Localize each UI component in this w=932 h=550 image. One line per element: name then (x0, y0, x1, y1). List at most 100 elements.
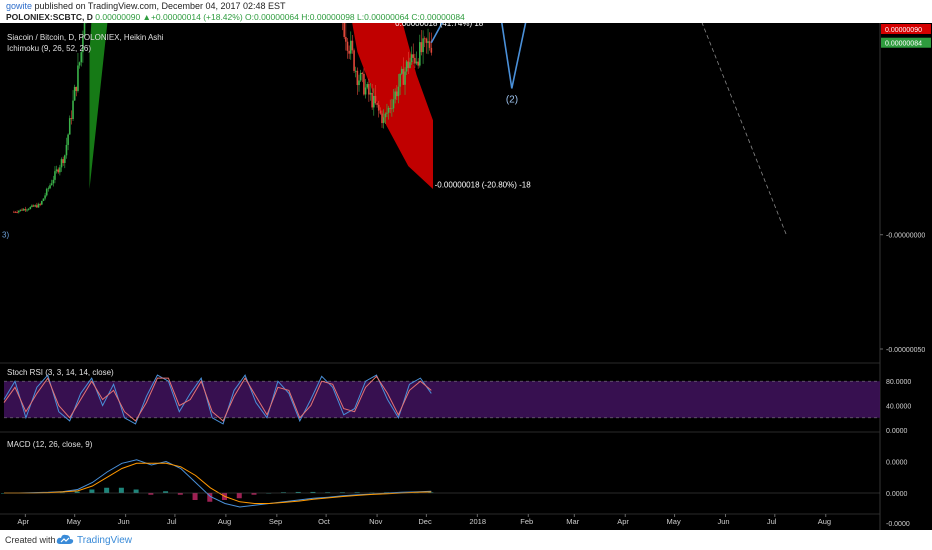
candle-body (14, 211, 17, 213)
fib-left-label: 3) (2, 231, 9, 240)
candle-body (417, 61, 419, 66)
stoch-rsi-title: Stoch RSI (3, 3, 14, 14, close) (7, 368, 114, 377)
price-tag-label: 0.00000090 (885, 27, 922, 34)
candle-body (52, 179, 55, 184)
stoch-rsi-tick-label: 40.0000 (886, 404, 911, 411)
candle-body (386, 112, 388, 114)
candle-body (397, 86, 400, 97)
time-tick-label: Nov (369, 517, 383, 526)
macd-histogram-bar (133, 489, 139, 493)
candle-body (412, 54, 415, 58)
candle-body (50, 183, 53, 186)
candle-body (47, 188, 50, 190)
candle-body (73, 86, 76, 101)
time-tick-label: Apr (617, 517, 629, 526)
macd-signal-line (4, 462, 432, 504)
macd-histogram-bar (89, 489, 95, 493)
candle-body (363, 73, 365, 95)
candle-body (29, 206, 32, 210)
stoch-rsi-tick-label: 80.0000 (886, 379, 911, 386)
time-tick-label: Jun (118, 517, 130, 526)
candle-body (376, 103, 378, 105)
macd-histogram-bar (428, 492, 434, 493)
candle-body (44, 195, 46, 199)
macd-histogram-bar (74, 491, 80, 493)
candle-body (423, 38, 426, 40)
candle-body (42, 198, 45, 201)
macd-histogram-bar (339, 492, 345, 493)
candle-body (366, 84, 369, 88)
candle-body (415, 61, 418, 64)
time-tick-label: Jul (167, 517, 177, 526)
candle-body (394, 91, 396, 100)
time-tick-label: 2018 (469, 517, 486, 526)
candle-body (349, 40, 352, 54)
tradingview-brand[interactable]: TradingView (77, 535, 133, 546)
candle-body (361, 72, 364, 74)
candle-body (67, 134, 69, 145)
candle-body (346, 41, 349, 51)
price-tick-label: -0.00000050 (886, 347, 925, 354)
author-link[interactable]: gowite (6, 1, 33, 11)
candle-body (24, 209, 27, 211)
macd-histogram-bar (148, 493, 154, 495)
candle-body (21, 209, 23, 211)
candle-body (19, 209, 22, 211)
symbol-line: POLONIEX:SCBTC, D 0.00000090 ▲+0.0000001… (6, 12, 465, 22)
elliott-wave-label: (2) (506, 94, 518, 105)
time-tick-label: Mar (566, 517, 579, 526)
chart-area[interactable]: 0)7)0)6)2)7)1)3)(1)(2)(3)(4)(5)0.0000001… (0, 0, 932, 530)
candle-body (407, 61, 410, 68)
candle-body (82, 36, 84, 53)
time-tick-label: May (67, 517, 81, 526)
candle-body (381, 113, 383, 124)
macd-histogram-bar (104, 487, 110, 493)
candle-body (400, 68, 403, 74)
elliott-wave-path (430, 0, 532, 89)
candle-body (414, 57, 416, 64)
macd-histogram-bar (280, 492, 286, 493)
time-tick-label: May (667, 517, 681, 526)
footer: Created with TradingView (0, 530, 932, 550)
candle-body (36, 205, 38, 208)
candle-body (405, 61, 408, 72)
candle-body (31, 205, 33, 207)
candle-body (45, 189, 48, 196)
candle-body (409, 62, 411, 68)
candle-body (420, 42, 423, 53)
candle-body (428, 41, 431, 48)
macd-histogram-bar (163, 491, 169, 493)
candle-body (356, 70, 359, 86)
candle-body (22, 209, 25, 211)
candle-body (16, 212, 18, 214)
stoch-rsi-band (4, 381, 880, 418)
candle-body (348, 50, 350, 54)
price-tag-label: 0.00000084 (885, 41, 922, 48)
candle-body (374, 95, 377, 104)
candle-body (371, 92, 373, 108)
macd-tick-label: -0.0000 (886, 521, 910, 528)
candle-body (54, 171, 56, 180)
candle-body (72, 100, 74, 120)
candle-body (83, 16, 86, 37)
tradingview-cloud-icon (56, 534, 74, 544)
stoch-k-line (3, 374, 432, 425)
candle-body (59, 167, 61, 173)
candle-body (425, 38, 428, 43)
candle-body (364, 87, 367, 95)
candle-body (402, 68, 405, 85)
candle-body (430, 47, 433, 53)
publish-header: gowite published on TradingView.com, Dec… (0, 0, 932, 23)
macd-histogram-bar (251, 493, 257, 495)
candle-body (34, 205, 37, 207)
published-text: published on TradingView.com, December 0… (34, 1, 286, 11)
candle-body (391, 108, 393, 110)
macd-histogram-bar (1, 493, 6, 494)
price-tick-label: -0.00000000 (886, 233, 925, 240)
candle-body (369, 92, 372, 95)
candle-body (37, 203, 40, 208)
time-tick-label: Jul (767, 517, 777, 526)
candle-body (358, 80, 360, 86)
chart-svg[interactable]: 0)7)0)6)2)7)1)3)(1)(2)(3)(4)(5)0.0000001… (0, 0, 932, 530)
stoch-rsi-tick-label: 0.0000 (886, 428, 908, 435)
